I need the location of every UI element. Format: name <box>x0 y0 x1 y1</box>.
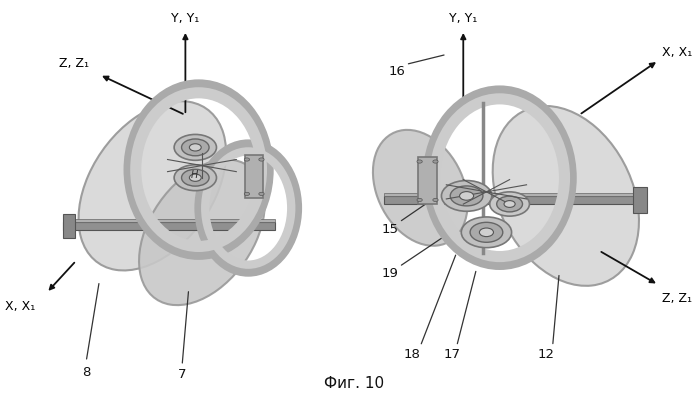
Circle shape <box>174 165 217 191</box>
Text: 18: 18 <box>404 347 421 360</box>
Bar <box>63 219 275 222</box>
Circle shape <box>182 170 209 187</box>
Ellipse shape <box>78 102 226 271</box>
Bar <box>384 193 645 196</box>
Ellipse shape <box>139 160 265 306</box>
Ellipse shape <box>373 130 468 246</box>
Circle shape <box>433 160 438 164</box>
Ellipse shape <box>493 107 639 286</box>
Circle shape <box>497 197 522 212</box>
Bar <box>245 156 264 198</box>
Bar <box>417 158 438 204</box>
Text: Y, Y₁: Y, Y₁ <box>171 12 199 25</box>
Bar <box>384 196 645 204</box>
Circle shape <box>461 218 512 248</box>
Circle shape <box>189 144 201 152</box>
Text: 8: 8 <box>82 366 90 378</box>
Circle shape <box>504 201 515 208</box>
Circle shape <box>259 159 264 162</box>
Circle shape <box>259 193 264 196</box>
Text: 15: 15 <box>382 222 399 235</box>
Bar <box>63 222 275 231</box>
Circle shape <box>433 199 438 202</box>
Text: X, X₁: X, X₁ <box>5 299 35 312</box>
Circle shape <box>244 159 250 162</box>
Text: Z, Z₁: Z, Z₁ <box>59 56 89 70</box>
Circle shape <box>417 160 422 164</box>
Text: Фиг. 10: Фиг. 10 <box>324 375 384 390</box>
Circle shape <box>459 192 474 201</box>
Text: 7: 7 <box>178 367 187 380</box>
Bar <box>63 215 75 239</box>
Text: Y, Y₁: Y, Y₁ <box>449 12 477 25</box>
Circle shape <box>189 175 201 182</box>
Text: X, X₁: X, X₁ <box>662 46 692 59</box>
Text: 12: 12 <box>538 347 554 360</box>
Text: 16: 16 <box>389 65 405 78</box>
Text: Z, Z₁: Z, Z₁ <box>662 291 692 304</box>
Circle shape <box>244 193 250 196</box>
Circle shape <box>490 192 529 217</box>
Circle shape <box>480 229 493 237</box>
Circle shape <box>442 181 491 212</box>
Text: 19: 19 <box>382 267 399 280</box>
Circle shape <box>182 139 209 156</box>
Circle shape <box>470 223 503 243</box>
Text: Η: Η <box>190 169 198 179</box>
Text: 17: 17 <box>444 347 461 360</box>
Circle shape <box>174 135 217 161</box>
Circle shape <box>450 187 483 207</box>
Bar <box>633 188 647 213</box>
Circle shape <box>417 199 422 202</box>
